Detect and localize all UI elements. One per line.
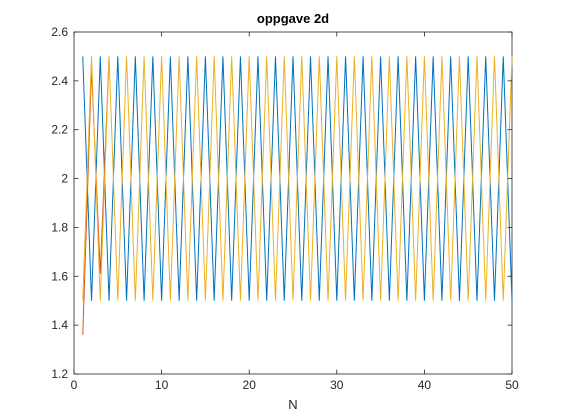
x-tick-label: 10 (155, 378, 169, 392)
x-tick-label: 50 (505, 378, 519, 392)
series-line-3 (82, 56, 513, 301)
y-tick-label: 2 (61, 172, 68, 186)
y-tick-label: 2.2 (51, 123, 68, 137)
x-tick-label: 0 (71, 378, 78, 392)
x-axis-label: N (288, 397, 297, 412)
y-tick-label: 1.6 (51, 269, 68, 283)
plot-area: 0 10 20 30 40 50 1.2 1.4 1.6 1.8 2 2.2 2.4 2.6 (51, 25, 519, 392)
x-tick-label: 30 (330, 378, 344, 392)
y-tick-label: 1.2 (51, 367, 68, 381)
x-tick-label: 40 (418, 378, 432, 392)
x-tick-label: 20 (243, 378, 257, 392)
tick-layer: 0 10 20 30 40 50 1.2 1.4 1.6 1.8 2 2.2 2.4 2.6 (51, 25, 519, 392)
y-tick-label: 1.4 (51, 318, 68, 332)
y-tick-label: 1.8 (51, 220, 68, 234)
series-layer (82, 56, 513, 335)
y-tick-label: 2.6 (51, 25, 68, 39)
axes-box (73, 31, 513, 375)
chart-title: oppgave 2d (257, 11, 329, 26)
y-tick-label: 2.4 (51, 74, 68, 88)
